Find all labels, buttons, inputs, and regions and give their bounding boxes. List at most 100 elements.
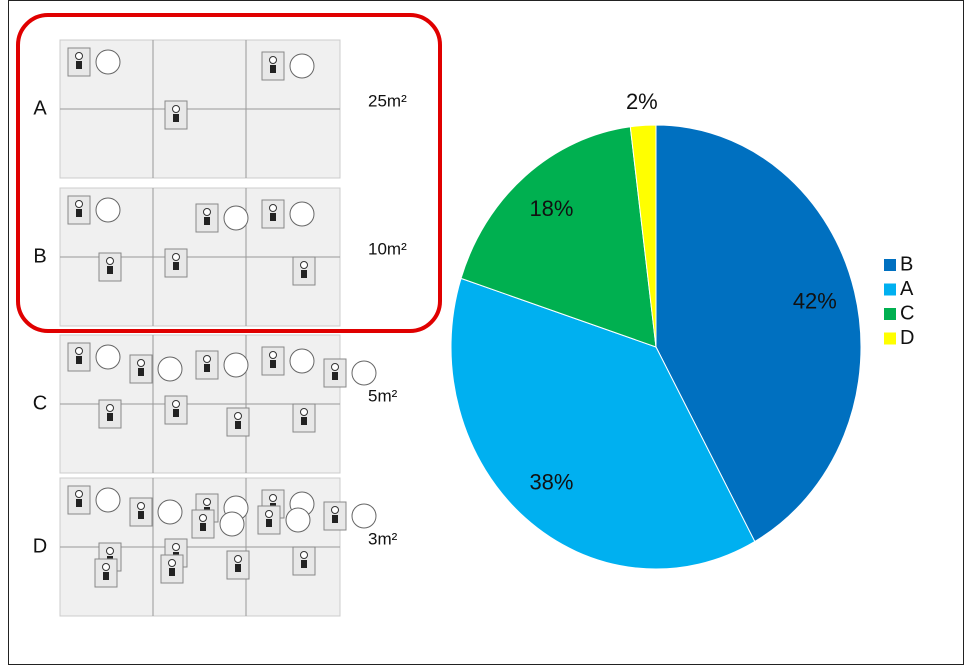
person-head — [172, 543, 180, 551]
person-head — [168, 559, 176, 567]
umbrella — [95, 344, 121, 370]
person-head — [106, 547, 114, 555]
pie-slice — [629, 124, 657, 348]
data-label: 42% — [793, 289, 837, 314]
person-head — [75, 347, 83, 355]
person-head — [331, 506, 339, 514]
person-head — [234, 412, 242, 420]
umbrella — [157, 356, 183, 382]
umbrella — [351, 503, 377, 529]
person-head — [106, 257, 114, 265]
person-head — [234, 555, 242, 563]
panels: A 25m² B 10m² C 5m² D 3m² — [33, 39, 407, 617]
person-body — [107, 413, 113, 421]
panel-letter: D — [33, 535, 47, 557]
person-head — [199, 514, 207, 522]
person-head — [172, 105, 180, 113]
person-head — [265, 510, 273, 518]
umbrella — [223, 352, 249, 378]
data-label: 2% — [626, 89, 658, 114]
legend-label: D — [900, 327, 914, 349]
panel-letter: C — [33, 392, 47, 414]
legend-label: C — [900, 302, 914, 324]
person-head — [75, 52, 83, 60]
person-body — [76, 209, 82, 217]
person-head — [300, 261, 308, 269]
umbrella — [351, 360, 377, 386]
person-body — [173, 409, 179, 417]
person-head — [137, 502, 145, 510]
person-head — [106, 404, 114, 412]
legend-swatch — [884, 259, 896, 271]
person-body — [76, 61, 82, 69]
person-head — [172, 400, 180, 408]
legend-swatch — [884, 308, 896, 320]
panel-letter: A — [33, 97, 47, 119]
person-body — [138, 368, 144, 376]
person-body — [173, 262, 179, 270]
umbrella — [95, 197, 121, 223]
umbrella — [157, 499, 183, 525]
person-body — [204, 364, 210, 372]
pie-slice — [655, 124, 862, 543]
data-label: 38% — [529, 470, 573, 495]
panel-area: 25m² — [368, 91, 407, 110]
person-body — [107, 266, 113, 274]
umbrella — [289, 348, 315, 374]
person-body — [200, 523, 206, 531]
umbrella — [95, 487, 121, 513]
person-body — [235, 564, 241, 572]
person-head — [300, 551, 308, 559]
person-head — [75, 490, 83, 498]
person-head — [300, 408, 308, 416]
umbrella — [285, 507, 311, 533]
person-body — [138, 511, 144, 519]
umbrella — [289, 53, 315, 79]
umbrella — [223, 205, 249, 231]
person-head — [331, 363, 339, 371]
pie-slice — [450, 277, 756, 570]
umbrella — [219, 511, 245, 537]
person-body — [204, 217, 210, 225]
umbrella — [95, 49, 121, 75]
umbrella — [289, 201, 315, 227]
person-body — [301, 270, 307, 278]
person-body — [301, 560, 307, 568]
legend-label: B — [900, 253, 913, 275]
person-head — [137, 359, 145, 367]
person-body — [173, 114, 179, 122]
person-body — [301, 417, 307, 425]
data-label: 18% — [529, 196, 573, 221]
person-head — [269, 494, 277, 502]
person-body — [235, 421, 241, 429]
person-head — [172, 253, 180, 261]
legend-swatch — [884, 332, 896, 345]
panel-area: 3m² — [368, 529, 398, 548]
person-body — [103, 572, 109, 580]
legend-swatch — [884, 283, 896, 296]
panel-area: 5m² — [368, 386, 398, 405]
person-head — [203, 498, 211, 506]
person-body — [270, 360, 276, 368]
person-head — [269, 351, 277, 359]
legend-label: A — [900, 278, 914, 300]
person-body — [270, 213, 276, 221]
person-head — [203, 355, 211, 363]
highlight-box — [16, 13, 442, 333]
panel-area: 10m² — [368, 239, 407, 258]
person-body — [76, 356, 82, 364]
person-body — [332, 515, 338, 523]
person-head — [203, 208, 211, 216]
person-body — [76, 499, 82, 507]
person-head — [75, 200, 83, 208]
person-head — [269, 204, 277, 212]
person-body — [332, 372, 338, 380]
person-head — [102, 563, 110, 571]
person-body — [266, 519, 272, 527]
person-body — [169, 568, 175, 576]
pie-slice — [460, 126, 657, 348]
panel-letter: B — [33, 245, 46, 267]
person-head — [269, 56, 277, 64]
